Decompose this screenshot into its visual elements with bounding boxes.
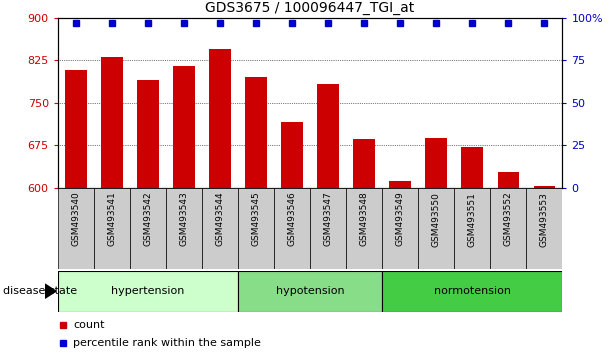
Bar [94,188,130,269]
Bar [389,181,411,188]
Bar [497,172,519,188]
Text: normotension: normotension [434,286,511,296]
Title: GDS3675 / 100096447_TGI_at: GDS3675 / 100096447_TGI_at [206,1,415,15]
Bar [58,271,238,312]
Bar [461,147,483,188]
Bar [238,188,274,269]
Bar [245,77,267,188]
Bar [238,271,382,312]
Polygon shape [45,284,56,298]
Bar [346,188,382,269]
Text: count: count [73,320,105,330]
Text: hypotension: hypotension [276,286,344,296]
Bar [527,188,562,269]
Text: GSM493548: GSM493548 [360,192,368,246]
Text: GSM493541: GSM493541 [108,192,116,246]
Text: GSM493546: GSM493546 [288,192,297,246]
Bar [490,188,527,269]
Bar [353,139,375,188]
Bar [454,188,490,269]
Text: GSM493553: GSM493553 [540,192,549,247]
Text: percentile rank within the sample: percentile rank within the sample [73,338,261,348]
Bar [209,49,231,188]
Bar [426,138,447,188]
Bar [310,188,346,269]
Bar [202,188,238,269]
Text: GSM493551: GSM493551 [468,192,477,247]
Text: GSM493552: GSM493552 [504,192,513,246]
Bar [130,188,166,269]
Text: hypertension: hypertension [111,286,185,296]
Text: GSM493543: GSM493543 [179,192,188,246]
Bar [382,188,418,269]
Bar [274,188,310,269]
Text: GSM493549: GSM493549 [396,192,405,246]
Bar [58,188,94,269]
Bar [137,80,159,188]
Text: GSM493540: GSM493540 [71,192,80,246]
Bar [101,57,123,188]
Bar [534,187,555,188]
Bar [418,188,454,269]
Bar [382,271,562,312]
Bar [317,84,339,188]
Text: GSM493544: GSM493544 [215,192,224,246]
Bar [166,188,202,269]
Text: GSM493550: GSM493550 [432,192,441,247]
Bar [65,70,86,188]
Bar [173,66,195,188]
Text: GSM493545: GSM493545 [252,192,260,246]
Text: disease state: disease state [3,286,77,296]
Text: GSM493542: GSM493542 [143,192,153,246]
Bar [282,122,303,188]
Text: GSM493547: GSM493547 [323,192,333,246]
